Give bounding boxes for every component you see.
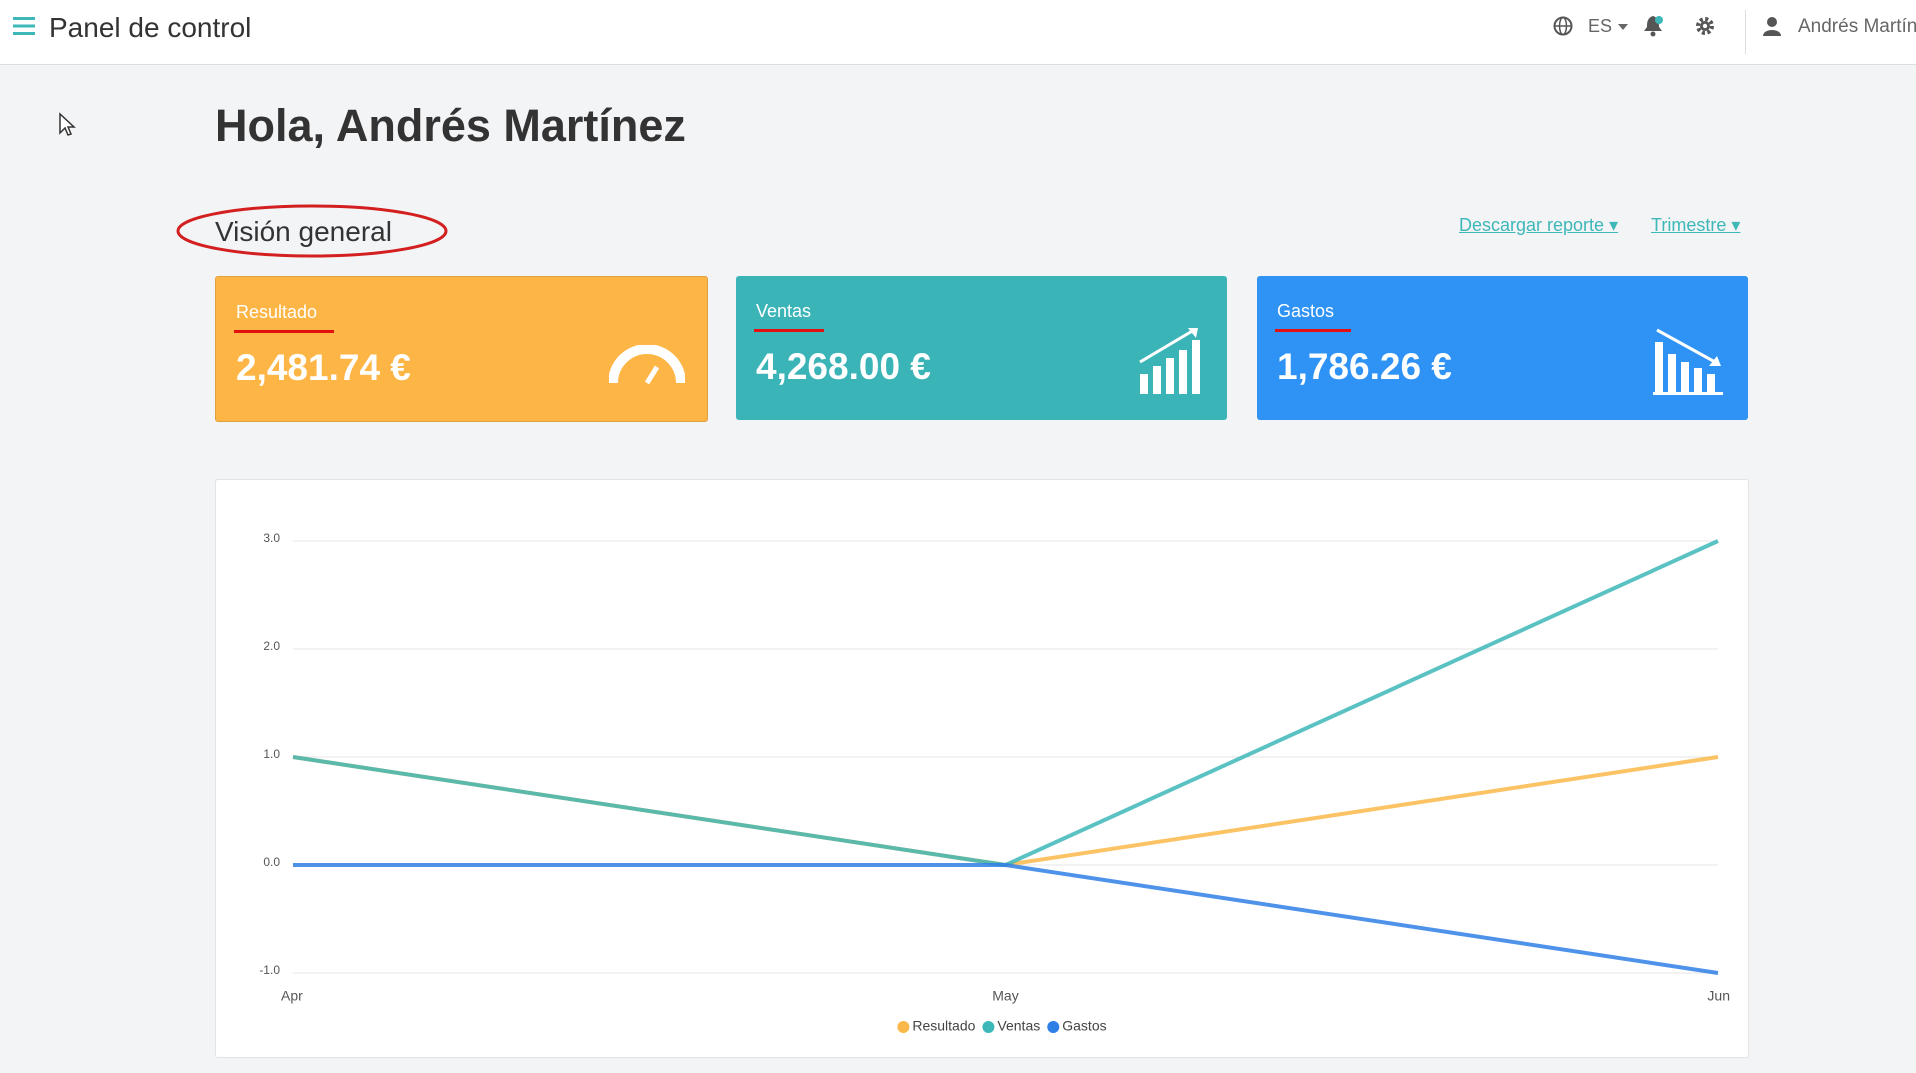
underline <box>1275 329 1351 332</box>
gauge-icon <box>609 345 685 385</box>
y-tick-label: 1.0 <box>263 747 280 761</box>
card-value: 1,786.26 € <box>1277 346 1452 387</box>
card-ventas: Ventas 4,268.00 € <box>736 276 1227 420</box>
user-name[interactable]: Andrés Martínez <box>1798 16 1916 37</box>
app-title: Panel de control <box>49 12 252 43</box>
user-icon[interactable] <box>1763 16 1781 36</box>
header: Panel de control ES Andrés Martínez <box>0 0 1916 65</box>
menu-icon[interactable] <box>13 16 35 36</box>
series-line <box>292 755 1719 868</box>
cursor <box>59 112 76 136</box>
bars-up-icon <box>1139 328 1200 394</box>
x-tick-label: Jun <box>1707 988 1730 1004</box>
y-tick-label: -1.0 <box>259 963 280 977</box>
series-line <box>293 863 1719 975</box>
card-label: Resultado <box>236 302 318 322</box>
period-link[interactable]: Trimestre ▾ <box>1651 215 1741 235</box>
caret <box>1618 24 1628 30</box>
legend-marker <box>897 1021 910 1033</box>
divider <box>1745 10 1746 54</box>
chart-panel: -1.0 0.0 1.0 2.0 3.0 Apr May Jun Resultado Ventas… <box>215 479 1749 1058</box>
globe-icon[interactable] <box>1553 16 1573 36</box>
x-tick-label: May <box>992 988 1018 1004</box>
legend-label: Ventas <box>997 1018 1040 1034</box>
settings-icon[interactable] <box>1695 16 1715 36</box>
greeting: Hola, Andrés Martínez <box>215 100 686 151</box>
highlight-ellipse <box>176 204 448 258</box>
legend-marker <box>1047 1021 1060 1033</box>
y-tick-label: 3.0 <box>263 531 280 545</box>
link-text[interactable]: Trimestre <box>1651 215 1727 235</box>
bell-icon[interactable] <box>1643 15 1663 37</box>
series-line <box>292 539 1719 868</box>
section-title: Visión general <box>215 216 392 247</box>
card-label: Ventas <box>756 301 812 321</box>
link-text[interactable]: Descargar reporte <box>1459 215 1605 235</box>
download-report-link[interactable]: Descargar reporte ▾ <box>1459 215 1619 235</box>
legend-label: Resultado <box>912 1018 975 1034</box>
legend-marker <box>982 1021 995 1033</box>
underline <box>754 329 824 332</box>
chart: -1.0 0.0 1.0 2.0 3.0 Apr May Jun Resultado Ventas… <box>259 531 1730 1034</box>
language[interactable]: ES <box>1588 16 1613 36</box>
underline <box>234 330 334 333</box>
card-value: 4,268.00 € <box>756 346 931 387</box>
card-label: Gastos <box>1277 301 1335 321</box>
bars-down-icon <box>1653 328 1723 395</box>
card-value: 2,481.74 € <box>236 347 411 388</box>
y-tick-label: 0.0 <box>263 855 280 869</box>
x-tick-label: Apr <box>281 988 303 1004</box>
legend-label: Gastos <box>1062 1018 1106 1034</box>
y-tick-label: 2.0 <box>263 639 280 653</box>
card-gastos: Gastos 1,786.26 € <box>1257 276 1748 420</box>
card-resultado: Resultado 2,481.74 € <box>215 276 708 422</box>
